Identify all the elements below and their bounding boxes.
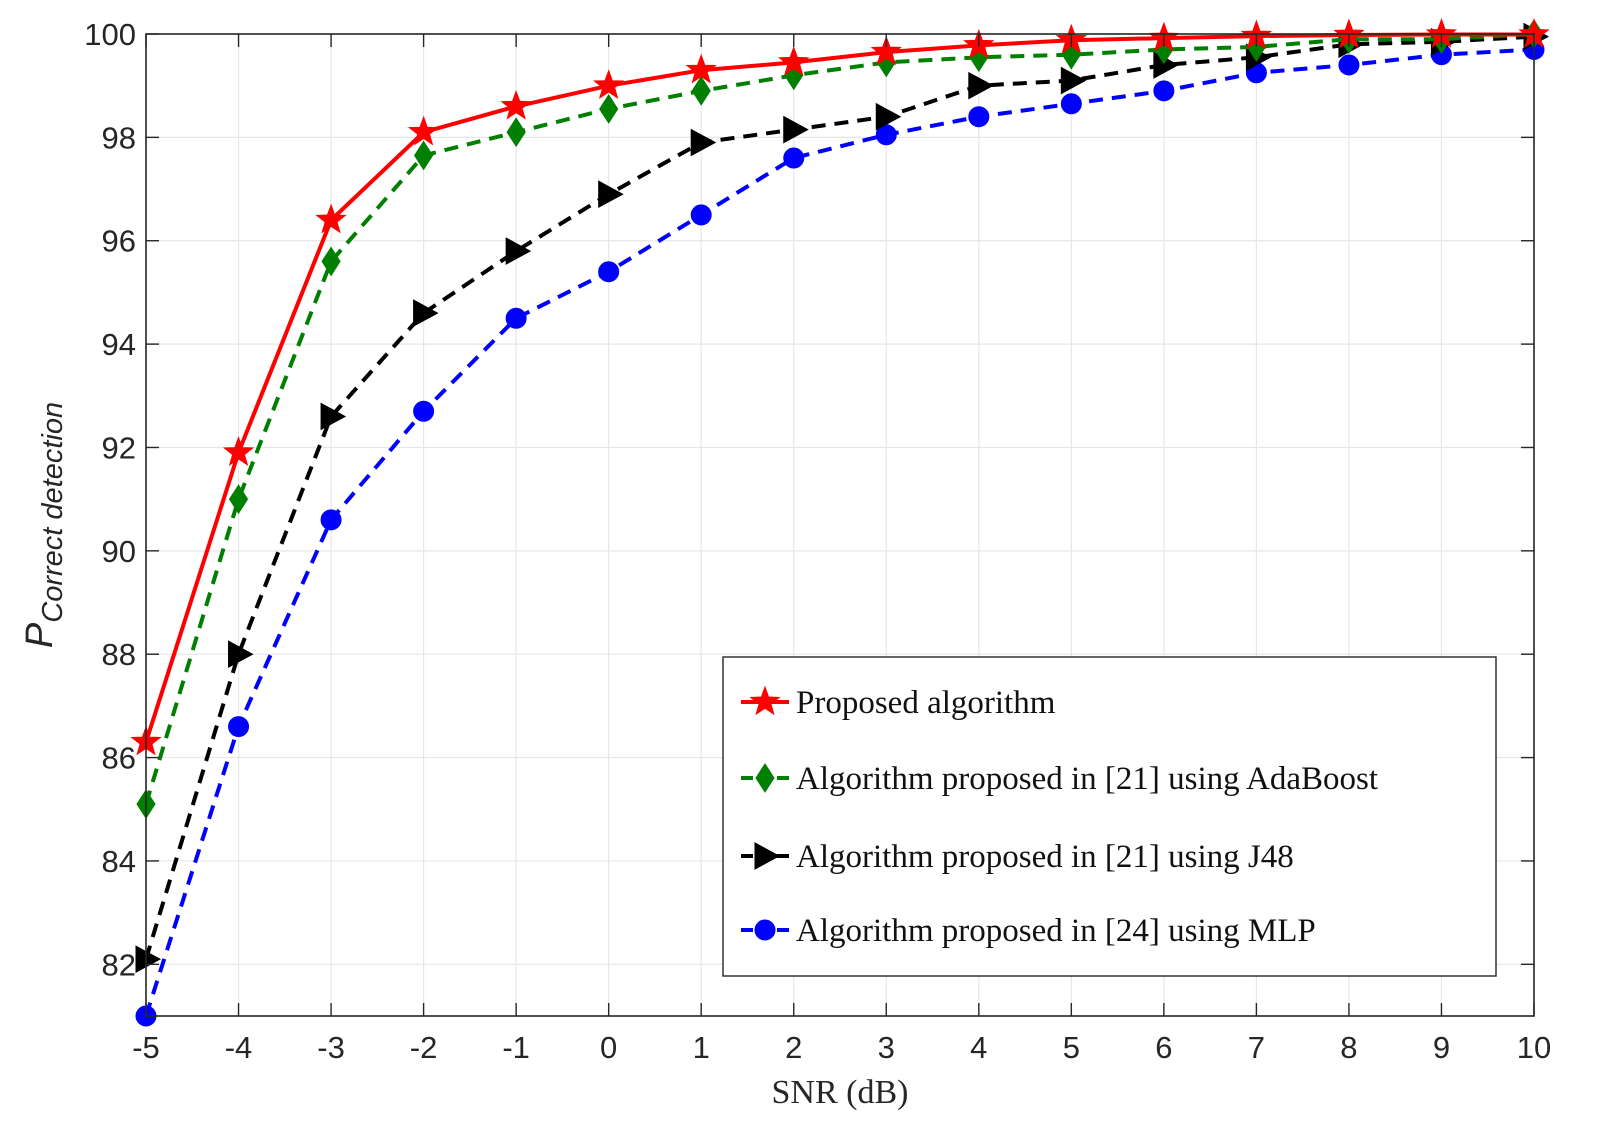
x-tick-label: -2 bbox=[410, 1030, 438, 1065]
data-point-marker bbox=[505, 307, 527, 329]
series-layer bbox=[130, 18, 1550, 1027]
data-point-marker bbox=[228, 716, 250, 738]
data-point-marker bbox=[228, 640, 254, 669]
x-tick-label: 3 bbox=[878, 1030, 895, 1065]
series-line bbox=[144, 34, 1535, 960]
legend-marker bbox=[755, 763, 775, 793]
data-point-marker bbox=[407, 115, 440, 146]
y-tick-label: 90 bbox=[102, 534, 136, 569]
data-point-marker bbox=[413, 299, 439, 327]
legend-label: Algorithm proposed in [21] using AdaBoos… bbox=[796, 761, 1378, 797]
legend-label: Proposed algorithm bbox=[796, 685, 1056, 721]
legend-marker bbox=[754, 919, 776, 941]
x-tick-label: 5 bbox=[1063, 1030, 1080, 1065]
y-axis-title-subscript: Correct detection bbox=[37, 402, 69, 623]
data-point-marker bbox=[598, 180, 624, 209]
x-tick-label: 10 bbox=[1517, 1030, 1551, 1065]
x-tick-label: 1 bbox=[693, 1030, 710, 1065]
y-tick-label: 94 bbox=[102, 327, 136, 362]
data-point-marker bbox=[228, 484, 249, 515]
legend-marker bbox=[749, 685, 781, 716]
legend-label: Algorithm proposed in [24] using MLP bbox=[796, 913, 1316, 949]
legend: Proposed algorithm Algorithm proposed in … bbox=[722, 656, 1497, 977]
x-tick-label: 8 bbox=[1340, 1030, 1357, 1065]
y-axis-title-main: P bbox=[19, 622, 61, 648]
data-point-marker bbox=[315, 203, 347, 234]
series-line bbox=[144, 32, 1534, 743]
x-tick-label: -3 bbox=[317, 1030, 345, 1065]
legend-label: Algorithm proposed in [21] using J48 bbox=[796, 839, 1294, 875]
x-tick-label: -1 bbox=[502, 1030, 530, 1065]
data-point-marker bbox=[783, 147, 805, 169]
data-point-marker bbox=[690, 128, 717, 157]
x-tick-label: 6 bbox=[1155, 1030, 1172, 1065]
data-point-marker bbox=[783, 115, 809, 144]
data-point-marker bbox=[1153, 80, 1175, 102]
plot-frame bbox=[145, 33, 1535, 1017]
data-point-marker bbox=[500, 89, 532, 120]
y-tick-labels: 82 84 86 88 90 92 94 96 98 100 bbox=[84, 17, 136, 982]
x-tick-label: 9 bbox=[1433, 1030, 1450, 1065]
x-tick-label: -4 bbox=[225, 1030, 253, 1065]
data-point-marker bbox=[968, 106, 990, 128]
legend-marker bbox=[754, 842, 781, 870]
y-tick-label: 92 bbox=[102, 430, 136, 465]
data-point-marker bbox=[598, 261, 620, 283]
x-axis-title: SNR (dB) bbox=[772, 1074, 909, 1111]
y-tick-label: 100 bbox=[84, 17, 136, 52]
x-tick-label: -5 bbox=[132, 1030, 160, 1065]
legend-entry: Algorithm proposed in [21] using J48 bbox=[741, 839, 1294, 875]
y-tick-label: 98 bbox=[102, 120, 136, 155]
legend-entry: Proposed algorithm bbox=[741, 685, 1056, 721]
series-4 bbox=[135, 39, 1545, 1027]
y-tick-label: 82 bbox=[102, 947, 136, 982]
x-tick-label: 4 bbox=[970, 1030, 987, 1065]
data-point-marker bbox=[968, 71, 994, 100]
data-point-marker bbox=[505, 237, 532, 265]
y-tick-label: 84 bbox=[102, 844, 136, 879]
data-point-marker bbox=[599, 94, 619, 124]
data-point-marker bbox=[685, 53, 717, 84]
legend-entry: Algorithm proposed in [21] using AdaBoos… bbox=[741, 761, 1378, 797]
x-tick-label: 0 bbox=[600, 1030, 617, 1065]
series-line bbox=[144, 32, 1535, 805]
data-point-marker bbox=[870, 35, 902, 66]
data-point-marker bbox=[593, 69, 625, 99]
legend-box bbox=[722, 656, 1497, 977]
legend-entries: Proposed algorithm Algorithm proposed in … bbox=[741, 685, 1378, 949]
data-point-marker bbox=[414, 140, 434, 171]
y-tick-label: 88 bbox=[102, 637, 136, 672]
data-point-marker bbox=[691, 75, 711, 106]
data-point-marker bbox=[1060, 93, 1082, 115]
data-point-marker bbox=[135, 945, 162, 973]
x-tick-labels: -5 -4 -3 -2 -1 0 1 2 3 4 5 6 7 8 9 10 bbox=[132, 1030, 1551, 1065]
data-point-marker bbox=[506, 117, 526, 148]
data-point-marker bbox=[690, 204, 712, 226]
data-point-marker bbox=[222, 436, 255, 466]
data-point-marker bbox=[1338, 54, 1360, 76]
y-axis-title: PCorrect detection bbox=[19, 402, 69, 648]
legend-entry: Algorithm proposed in [24] using MLP bbox=[741, 913, 1316, 949]
tick-marks bbox=[145, 33, 1535, 1016]
x-tick-label: 2 bbox=[785, 1030, 802, 1065]
series-line bbox=[144, 47, 1535, 1017]
data-point-marker bbox=[321, 246, 341, 277]
data-point-marker bbox=[413, 400, 435, 422]
data-point-marker bbox=[320, 509, 342, 531]
data-point-marker bbox=[1060, 66, 1087, 95]
x-tick-label: 7 bbox=[1248, 1030, 1265, 1065]
y-tick-label: 96 bbox=[102, 224, 136, 259]
y-tick-label: 86 bbox=[102, 741, 136, 776]
data-point-marker bbox=[320, 402, 347, 431]
data-point-marker bbox=[875, 102, 902, 131]
data-point-marker bbox=[778, 45, 810, 76]
